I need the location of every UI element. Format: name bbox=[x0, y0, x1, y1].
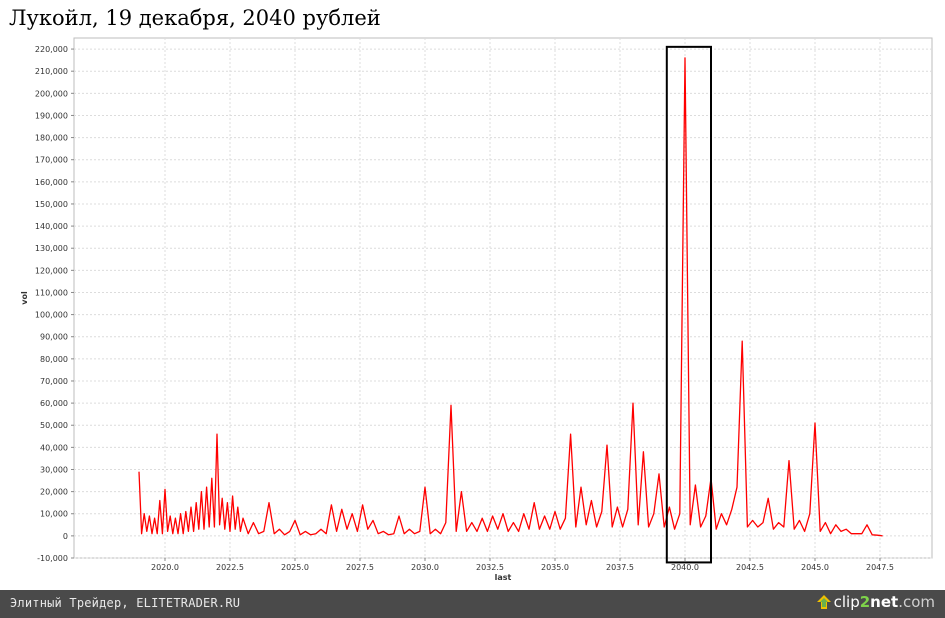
x-tick-label: 2037.5 bbox=[606, 563, 634, 572]
chart-title: Лукойл, 19 декабря, 2040 рублей bbox=[9, 6, 381, 30]
y-axis-label: vol bbox=[20, 291, 29, 305]
series-line bbox=[138, 57, 883, 537]
y-tick-label: 40,000 bbox=[40, 443, 68, 452]
brand-logo: clip2net.com bbox=[816, 593, 935, 611]
annotation-group bbox=[665, 45, 712, 564]
brand-part-3: net bbox=[870, 593, 899, 611]
x-tick-label: 2020.0 bbox=[151, 563, 179, 572]
y-tick-label: 30,000 bbox=[40, 465, 68, 474]
y-tick-label: 120,000 bbox=[35, 266, 68, 275]
y-tick-label: 180,000 bbox=[35, 134, 68, 143]
y-tick-label: 200,000 bbox=[35, 89, 68, 98]
x-tick-label: 2025.0 bbox=[281, 563, 309, 572]
x-axis-label: last bbox=[495, 573, 512, 582]
y-tick-label: 20,000 bbox=[40, 488, 68, 497]
x-tick-label: 2047.5 bbox=[866, 563, 894, 572]
footer-source-text: Элитный Трейдер, ELITETRADER.RU bbox=[10, 596, 241, 610]
x-tick-label: 2045.0 bbox=[801, 563, 829, 572]
y-tick-label: 160,000 bbox=[35, 178, 68, 187]
upload-arrow-icon bbox=[816, 595, 831, 609]
y-tick-label: 190,000 bbox=[35, 111, 68, 120]
brand-part-2: 2 bbox=[859, 593, 871, 611]
y-tick-label: 150,000 bbox=[35, 200, 68, 209]
y-tick-label: 0 bbox=[63, 532, 68, 541]
y-tick-label: 80,000 bbox=[40, 355, 68, 364]
volume-chart: -10,000 0 10,000 20,000 30,000 40,000 50,000 60… bbox=[20, 37, 933, 582]
x-tick-label: 2035.0 bbox=[541, 563, 569, 572]
x-tick-label: 2027.5 bbox=[346, 563, 374, 572]
brand-part-1: clip bbox=[833, 593, 860, 611]
y-tick-label: 50,000 bbox=[40, 421, 68, 430]
brand-part-4: .com bbox=[898, 593, 935, 611]
plot-area bbox=[73, 37, 933, 559]
x-tick-label: 2042.5 bbox=[736, 563, 764, 572]
y-tick-label: 170,000 bbox=[35, 156, 68, 165]
y-tick-label: 110,000 bbox=[35, 288, 68, 297]
x-tick-labels: 2020.0 2022.5 2025.0 2027.5 2030.0 2032.5 2035… bbox=[151, 558, 894, 572]
y-tick-label: 10,000 bbox=[40, 510, 68, 519]
x-tick-label: 2022.5 bbox=[216, 563, 244, 572]
grid-lines bbox=[74, 38, 932, 559]
series-group bbox=[138, 57, 883, 537]
y-tick-labels: -10,000 0 10,000 20,000 30,000 40,000 50,000 60… bbox=[35, 45, 74, 563]
y-tick-label: 210,000 bbox=[35, 67, 68, 76]
highlight-box bbox=[665, 45, 712, 564]
x-tick-label: 2032.5 bbox=[476, 563, 504, 572]
footer-bar: Элитный Трейдер, ELITETRADER.RU clip2net… bbox=[0, 590, 945, 618]
x-tick-label: 2030.0 bbox=[411, 563, 439, 572]
y-tick-label: 130,000 bbox=[35, 244, 68, 253]
y-tick-label: 140,000 bbox=[35, 222, 68, 231]
y-tick-label: 220,000 bbox=[35, 45, 68, 54]
y-tick-label: 90,000 bbox=[40, 333, 68, 342]
y-tick-label: -10,000 bbox=[37, 554, 68, 563]
x-tick-label: 2040.0 bbox=[671, 563, 699, 572]
y-tick-label: 100,000 bbox=[35, 311, 68, 320]
y-tick-label: 70,000 bbox=[40, 377, 68, 386]
y-tick-label: 60,000 bbox=[40, 399, 68, 408]
